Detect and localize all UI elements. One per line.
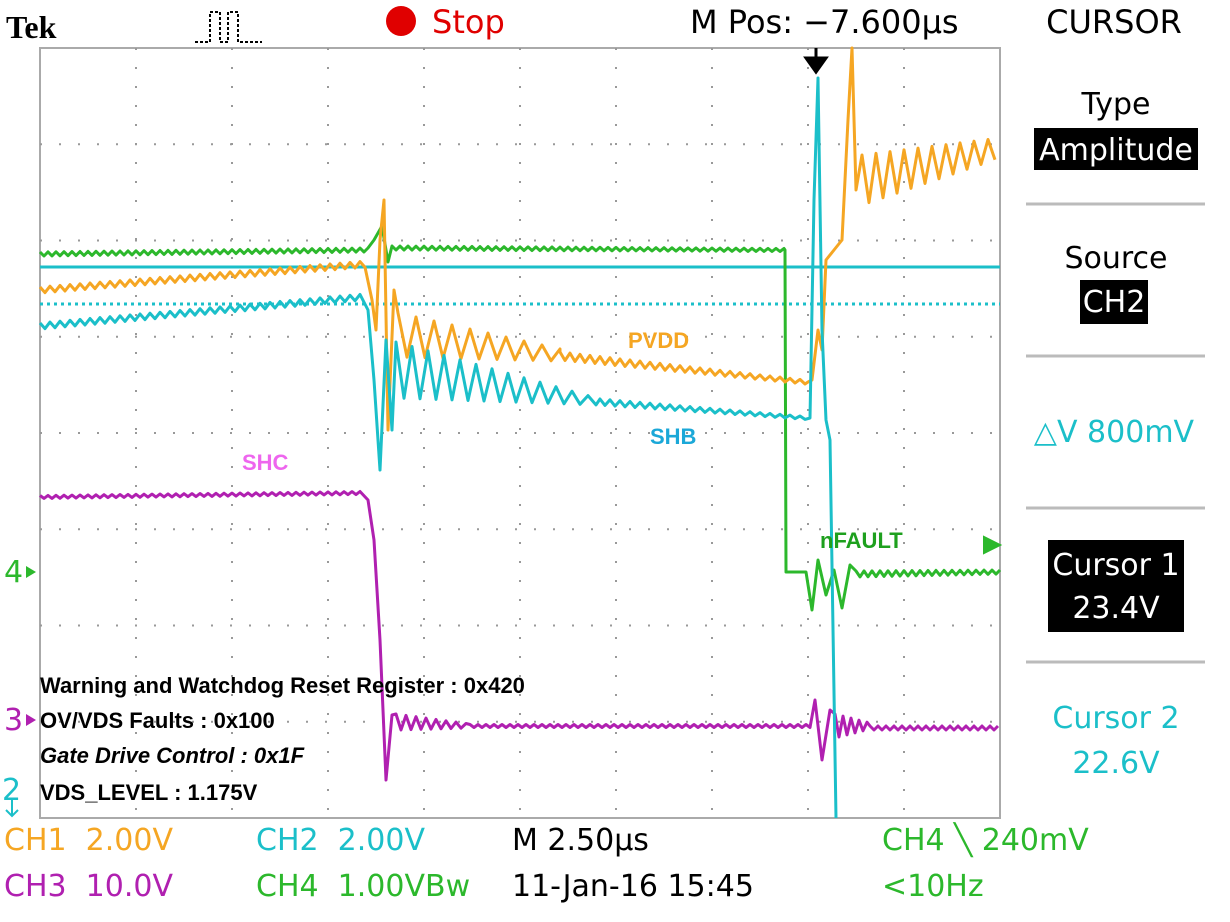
marker-arrow (5, 800, 19, 818)
annotation: Gate Drive Control : 0x1F (40, 743, 305, 768)
position: M Pos: −7.600µs (690, 3, 959, 41)
source-label[interactable]: Source (1064, 241, 1167, 276)
marker-arrow (26, 714, 36, 726)
cursor1-box (1048, 540, 1184, 632)
trigger-frequency: <10Hz (882, 869, 984, 904)
timebase: M 2.50µs (512, 823, 649, 858)
type-box (1034, 128, 1198, 170)
run-state: Stop (432, 3, 505, 41)
footer: CH1 2.00V CH2 2.00V M 2.50µs CH4 ╲ 240mV… (4, 822, 1089, 904)
ch4-scale: CH4 1.00VBw (256, 869, 470, 904)
type-label[interactable]: Type (1081, 87, 1151, 122)
source-box (1080, 280, 1148, 324)
ch3-scale: CH3 10.0V (4, 869, 173, 904)
shc-label: SHC (242, 450, 289, 475)
side-menu: Type Amplitude Source CH2 △V 800mV Curso… (1026, 87, 1205, 781)
annotation: Warning and Watchdog Reset Register : 0x… (40, 673, 525, 698)
ch4-marker: 4 (4, 555, 23, 590)
cursor1-label[interactable]: Cursor 1 (1052, 548, 1179, 583)
cursor2-value[interactable]: 22.6V (1072, 746, 1160, 781)
ch2-marker: 2 (2, 773, 21, 808)
brand: Tek (6, 9, 57, 45)
cursor1-value[interactable]: 23.4V (1072, 591, 1160, 626)
stop-icon (386, 6, 416, 36)
nfault-trace (38, 224, 1002, 612)
type-value[interactable]: Amplitude (1039, 133, 1193, 168)
waveforms (38, 46, 1002, 819)
nfault-label: nFAULT (820, 528, 903, 553)
annotation: OV/VDS Faults : 0x100 (40, 708, 275, 733)
source-value[interactable]: CH2 (1083, 285, 1146, 320)
ch2-scale: CH2 2.00V (256, 823, 425, 858)
trigger-position (803, 48, 829, 75)
pvdd-label: PVDD (628, 328, 689, 353)
delta-v: △V 800mV (1034, 415, 1195, 450)
menu-title: CURSOR (1046, 3, 1182, 41)
shb-label: SHB (650, 424, 696, 449)
shc-trace (39, 490, 1000, 782)
trigger-level (983, 535, 1003, 555)
marker-arrow (26, 566, 36, 578)
cursor2-label[interactable]: Cursor 2 (1052, 701, 1179, 736)
acquisition-icon (195, 11, 262, 43)
trigger-setting: CH4 ╲ 240mV (882, 822, 1089, 858)
annotation: VDS_LEVEL : 1.175V (40, 780, 258, 805)
ch3-marker: 3 (4, 703, 23, 738)
date-time: 11-Jan-16 15:45 (512, 869, 754, 904)
ch1-scale: CH1 2.00V (4, 823, 173, 858)
shb-trace (38, 76, 838, 819)
